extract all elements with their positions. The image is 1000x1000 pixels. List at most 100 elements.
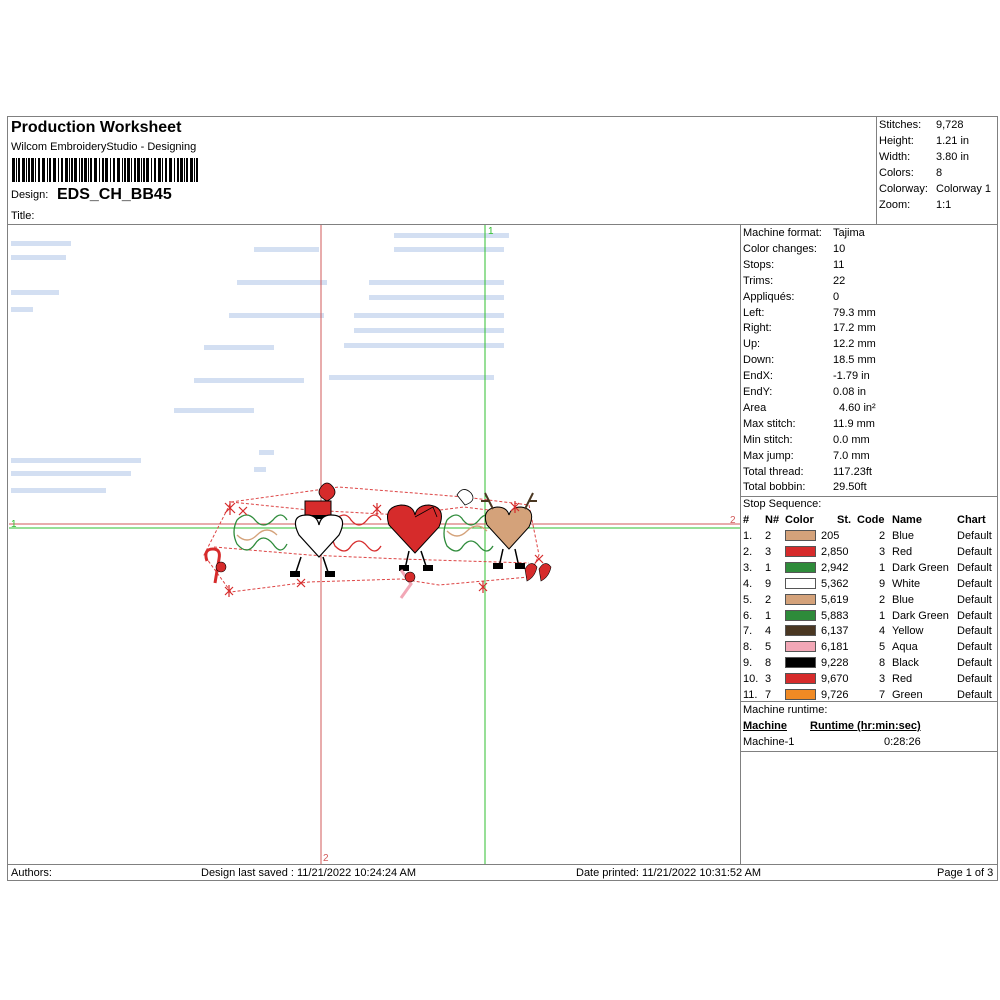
machine-info-key: EndX: (743, 370, 773, 383)
stop-needle: 2 (765, 593, 772, 606)
stop-needle: 8 (765, 657, 772, 670)
machine-info-value: 0.0 mm (833, 433, 870, 446)
stop-row: 7. 4 6,137 4 Yellow Default (741, 623, 999, 639)
machine-info-value: 117.23ft (833, 465, 872, 478)
summary-value: 1:1 (936, 199, 952, 211)
stop-num: 7. (743, 625, 753, 638)
production-worksheet: Production Worksheet Wilcom EmbroiderySt… (7, 116, 998, 881)
stop-needle: 3 (765, 545, 772, 558)
stop-chart: Default (957, 609, 992, 622)
color-swatch (785, 530, 816, 541)
stop-code: 2 (879, 593, 886, 606)
panel-divider (740, 224, 741, 864)
col-stitches: St. (837, 514, 852, 526)
col-chart: Chart (957, 514, 986, 526)
stop-row: 11. 7 9,726 7 Green Default (741, 687, 999, 703)
machine-info-value: 4.60 in² (839, 401, 876, 414)
stop-code: 2 (879, 530, 886, 542)
stop-chart: Default (957, 545, 992, 558)
stop-num: 1. (743, 530, 753, 542)
stop-chart: Default (957, 625, 992, 638)
stop-num: 8. (743, 641, 753, 654)
stop-name: Red (892, 673, 913, 686)
stop-code: 7 (879, 689, 886, 701)
stop-name: Red (892, 545, 913, 558)
stop-stitches: 205 (821, 530, 840, 542)
page-number: Page 1 of 3 (937, 867, 994, 879)
stop-code: 5 (879, 641, 886, 654)
summary-value: Colorway 1 (936, 183, 992, 195)
color-swatch (785, 593, 816, 605)
stop-stitches: 6,137 (821, 625, 849, 638)
stop-chart: Default (957, 673, 992, 686)
machine-info-value: 18.5 mm (833, 354, 876, 367)
stop-row: 2. 3 2,850 3 Red Default (741, 544, 999, 560)
stop-sequence-title: Stop Sequence: (743, 498, 822, 510)
machine-info-value: -1.79 in (833, 370, 870, 383)
stop-name: Aqua (892, 641, 918, 654)
machine-info-value: Tajima (833, 227, 865, 239)
heart-character-reindeer (456, 489, 537, 569)
design-label: Design: (11, 189, 49, 201)
color-swatch (785, 657, 816, 669)
col-code: Code (857, 514, 885, 526)
header-divider (8, 224, 997, 225)
machine-info-value: 22 (833, 274, 846, 287)
stop-code: 8 (879, 657, 886, 670)
machine-info-key: Down: (743, 354, 775, 367)
stop-num: 6. (743, 609, 753, 622)
marker-1-top: 1 (488, 226, 494, 237)
stop-name: Dark Green (892, 561, 949, 574)
stop-row: 8. 5 6,181 5 Aqua Default (741, 639, 999, 655)
summary-key: Colors: (879, 167, 914, 179)
machine-info-value: 79.3 mm (833, 306, 876, 319)
col-needle: N# (765, 514, 780, 526)
stop-header-row: # N# Color St. Code Name Chart (741, 512, 999, 528)
stop-num: 5. (743, 593, 753, 606)
stop-stitches: 9,228 (821, 657, 849, 670)
summary-divider (876, 117, 877, 224)
stop-name: Green (892, 689, 923, 701)
stop-needle: 5 (765, 641, 772, 654)
color-swatch (785, 625, 816, 637)
summary-value: 1.21 in (936, 135, 970, 147)
stop-stitches: 6,181 (821, 641, 849, 654)
stop-chart: Default (957, 577, 992, 590)
runtime-machine: Machine-1 (743, 736, 795, 748)
stop-chart: Default (957, 593, 992, 606)
col-num: # (743, 514, 750, 526)
title-label: Title: (11, 210, 35, 222)
stop-chart: Default (957, 641, 992, 654)
runtime-machine-header: Machine (743, 720, 788, 732)
marker-2-bottom: 2 (323, 853, 329, 864)
stop-stitches: 2,942 (821, 561, 849, 574)
summary-key: Height: (879, 135, 914, 147)
stop-num: 4. (743, 577, 753, 590)
stop-name: Dark Green (892, 609, 949, 622)
machine-info-key: Min stitch: (743, 433, 793, 446)
col-color: Color (785, 514, 814, 526)
stop-chart: Default (957, 657, 992, 670)
stop-needle: 9 (765, 577, 772, 590)
stop-chart: Default (957, 530, 992, 542)
stop-row: 4. 9 5,362 9 White Default (741, 576, 999, 592)
stop-num: 2. (743, 545, 753, 558)
machine-info-value: 12.2 mm (833, 338, 876, 351)
machine-info-key: Area (743, 401, 767, 414)
marker-1-left: 1 (11, 519, 17, 530)
stop-needle: 7 (765, 689, 772, 701)
stop-chart: Default (957, 561, 992, 574)
machine-info-key: Total bobbin: (743, 481, 806, 494)
stop-row: 10. 3 9,670 3 Red Default (741, 671, 999, 687)
runtime-bottom-divider (740, 751, 997, 752)
stop-name: White (892, 577, 921, 590)
machine-info-key: Appliqués: (743, 290, 795, 303)
heart-character-santa (387, 504, 442, 599)
machine-info-value: 17.2 mm (833, 322, 876, 335)
machine-info-key: Trims: (743, 274, 774, 287)
stop-code: 9 (879, 577, 886, 590)
machine-info-key: Max jump: (743, 449, 794, 462)
runtime-title: Machine runtime: (743, 704, 828, 716)
runtime-time: 0:28:26 (884, 736, 921, 748)
stop-chart: Default (957, 689, 992, 701)
